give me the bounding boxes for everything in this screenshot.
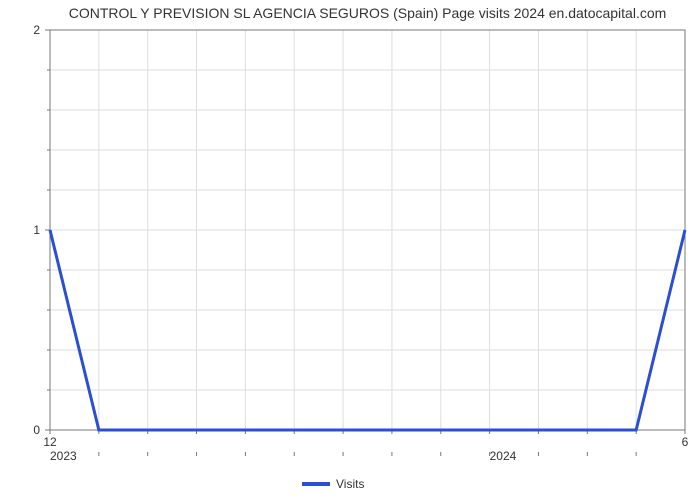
chart-container: CONTROL Y PREVISION SL AGENCIA SEGUROS (… [0,0,700,500]
x-label-right: 6 [682,435,689,449]
y-tick-label: 1 [33,223,40,237]
x-year-right: 2024 [490,449,517,463]
x-label-left: 12 [43,435,57,449]
legend-label: Visits [336,477,364,491]
y-tick-label: 0 [33,423,40,437]
chart-title: CONTROL Y PREVISION SL AGENCIA SEGUROS (… [69,5,667,21]
y-tick-label: 2 [33,23,40,37]
x-year-left: 2023 [50,449,77,463]
chart-svg: CONTROL Y PREVISION SL AGENCIA SEGUROS (… [0,0,700,500]
legend-swatch [302,482,330,486]
